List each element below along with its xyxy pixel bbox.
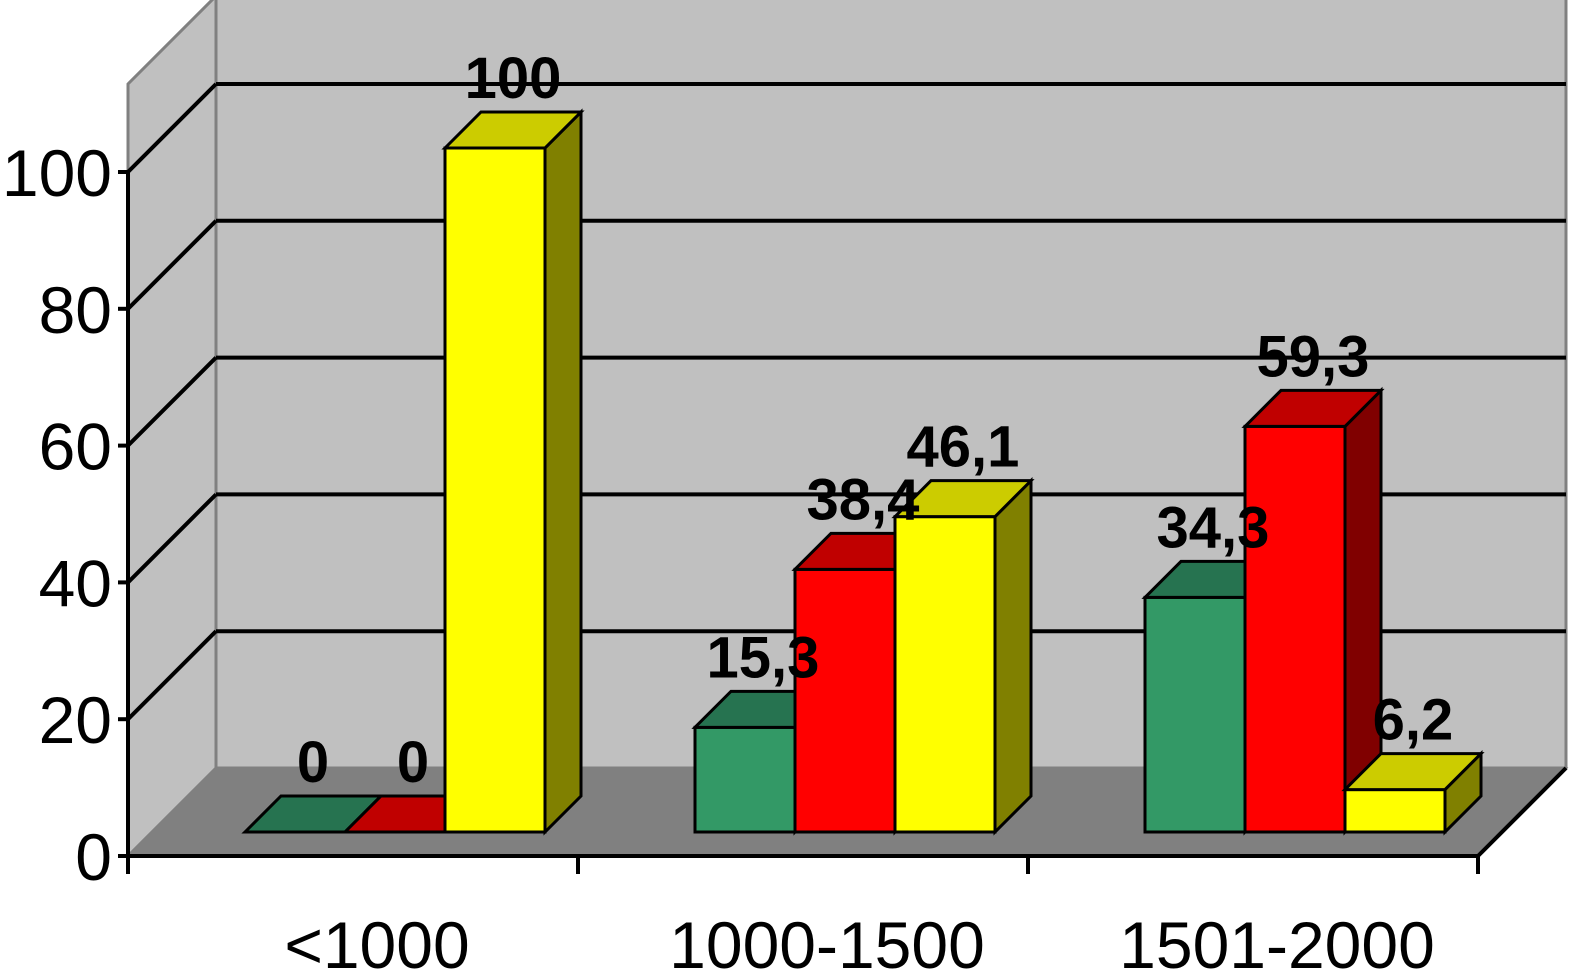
y-tick-label: 40 <box>39 546 112 620</box>
bar-front-face <box>1243 424 1347 834</box>
bar-front-face <box>1143 595 1247 834</box>
bar-top-face <box>891 479 1035 519</box>
floor-edge-right <box>1476 766 1568 858</box>
data-label: 38,4 <box>807 467 920 532</box>
data-label: 15,3 <box>707 625 820 690</box>
x-tick-label: 1501-2000 <box>1119 908 1435 978</box>
data-label: 100 <box>465 46 562 111</box>
gridline-side-100 <box>126 82 218 174</box>
axes: 0 20 40 60 80 100 <1000 1000-1500 1501-2000 <box>2 136 1568 978</box>
data-labels: 0 0 100 15,3 38,446,1 34,3 59,3 6,2 <box>297 46 1453 795</box>
y-tick-label: 80 <box>39 273 112 347</box>
y-tick-label: 100 <box>2 136 112 210</box>
bar-front-face <box>793 567 897 834</box>
bar <box>1241 386 1385 836</box>
bar-top-face <box>441 110 585 150</box>
data-label: 46,1 <box>907 415 1020 480</box>
data-label: 59,3 <box>1257 324 1370 389</box>
x-tick-label: 1000-1500 <box>669 908 985 978</box>
y-tick-label: 60 <box>39 410 112 484</box>
data-label: 0 <box>397 730 429 795</box>
data-label: 0 <box>297 730 329 795</box>
y-tick-label: 20 <box>39 683 112 757</box>
x-tick-label: <1000 <box>284 908 469 978</box>
bar-front-face <box>1343 788 1447 834</box>
bars <box>241 108 1485 836</box>
bar-front-face <box>893 515 997 834</box>
data-label: 34,3 <box>1157 495 1270 560</box>
bar-front-face <box>693 725 797 834</box>
gridline-side-20 <box>126 629 218 721</box>
bar-side-face <box>543 108 583 836</box>
data-label: 6,2 <box>1373 688 1454 753</box>
gridline-side-60 <box>126 356 218 448</box>
bar <box>1341 749 1485 836</box>
bar-front-face <box>443 146 547 834</box>
bar <box>441 108 585 836</box>
bar <box>891 477 1035 836</box>
bar-top-face <box>1341 752 1485 792</box>
gridlines <box>126 82 1566 721</box>
bar-top-face <box>1241 388 1385 428</box>
bar-side-face <box>993 477 1033 836</box>
y-tick-label: 0 <box>75 820 112 894</box>
gridline-side-40 <box>126 492 218 584</box>
gridline-side-80 <box>126 219 218 311</box>
